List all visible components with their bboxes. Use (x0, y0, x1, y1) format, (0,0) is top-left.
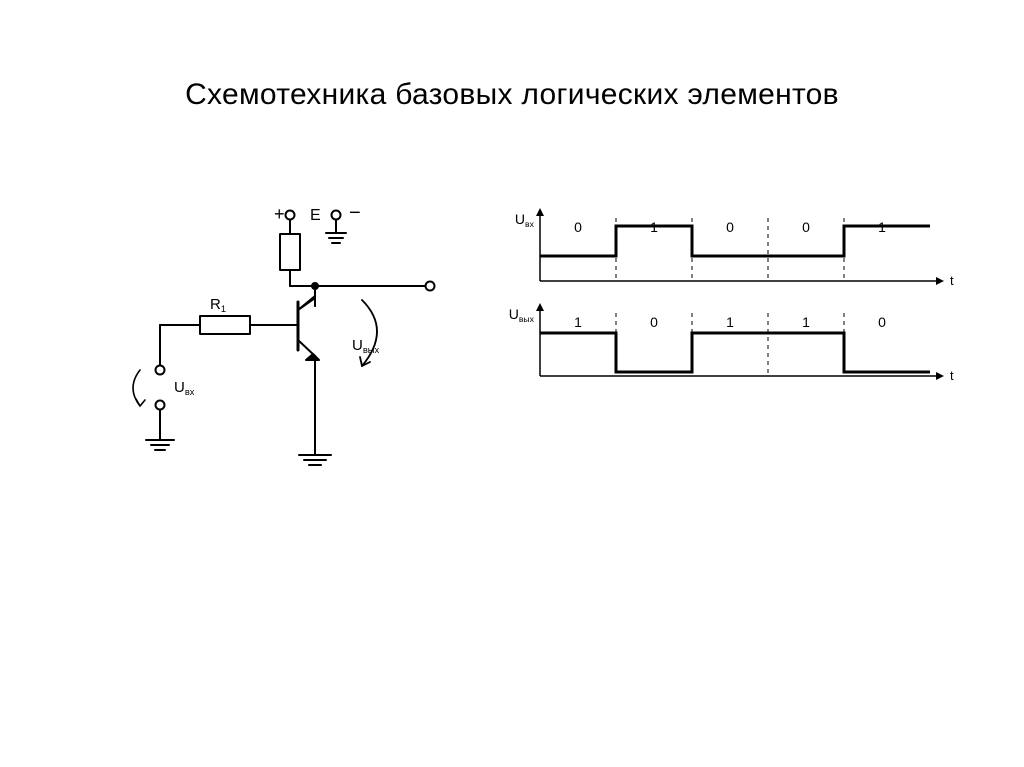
waveform-output (540, 333, 930, 372)
svg-text:−: − (349, 202, 361, 224)
out-bit-4: 0 (878, 314, 886, 330)
svg-text:E: E (310, 207, 321, 224)
out-bit-1: 0 (650, 314, 658, 330)
axis-label-t-in: t (950, 273, 954, 288)
out-bit-0: 1 (574, 314, 582, 330)
in-bit-3: 0 (802, 219, 810, 235)
axis-label-t-out: t (950, 368, 954, 383)
axis-label-uin: Uвх (515, 211, 535, 229)
waveform-input (540, 226, 930, 256)
label-r1: R1 (210, 296, 226, 314)
label-uin: Uвх (174, 379, 195, 397)
out-bit-2: 1 (726, 314, 734, 330)
svg-text:+: + (274, 204, 285, 224)
axis-label-uout: Uвых (509, 306, 535, 324)
out-bit-3: 1 (802, 314, 810, 330)
in-bit-2: 0 (726, 219, 734, 235)
timing-diagram: tUвх01001tUвых10110 (498, 206, 958, 436)
circuit-diagram: +E−R1UвхUвых (100, 190, 460, 490)
in-bit-0: 0 (574, 219, 582, 235)
page-title: Схемотехника базовых логических элементо… (0, 78, 1024, 112)
